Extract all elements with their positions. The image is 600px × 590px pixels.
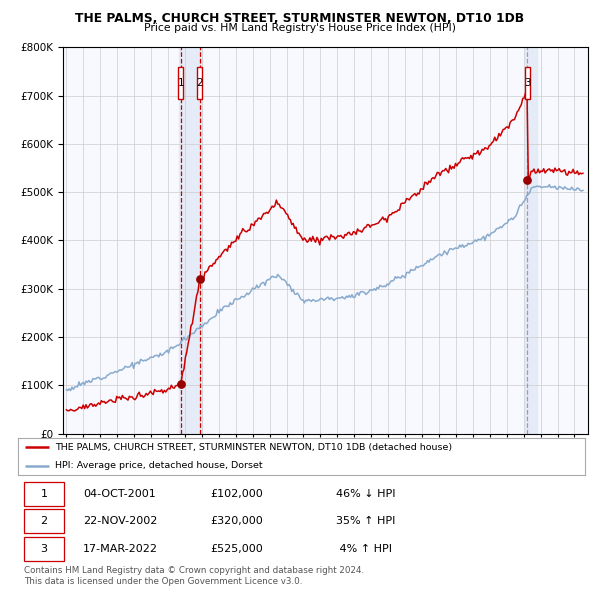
Text: 17-MAR-2022: 17-MAR-2022 [83,544,158,554]
Text: 35% ↑ HPI: 35% ↑ HPI [335,516,395,526]
Text: THE PALMS, CHURCH STREET, STURMINSTER NEWTON, DT10 1DB (detached house): THE PALMS, CHURCH STREET, STURMINSTER NE… [55,442,452,451]
Text: 4% ↑ HPI: 4% ↑ HPI [335,544,392,554]
FancyBboxPatch shape [178,67,183,99]
Text: 2: 2 [41,516,47,526]
FancyBboxPatch shape [23,509,64,533]
Text: THE PALMS, CHURCH STREET, STURMINSTER NEWTON, DT10 1DB: THE PALMS, CHURCH STREET, STURMINSTER NE… [76,12,524,25]
Text: 1: 1 [41,489,47,499]
Text: HPI: Average price, detached house, Dorset: HPI: Average price, detached house, Dors… [55,461,262,470]
Point [195,274,205,284]
Text: 2: 2 [197,78,203,88]
Text: Price paid vs. HM Land Registry's House Price Index (HPI): Price paid vs. HM Land Registry's House … [144,23,456,33]
Text: 22-NOV-2002: 22-NOV-2002 [83,516,158,526]
Text: £102,000: £102,000 [211,489,263,499]
Text: 46% ↓ HPI: 46% ↓ HPI [335,489,395,499]
FancyBboxPatch shape [23,482,64,506]
Bar [525,47,536,434]
Bar [179,47,202,434]
FancyBboxPatch shape [23,537,64,561]
Text: £525,000: £525,000 [211,544,263,554]
Text: 3: 3 [41,544,47,554]
FancyBboxPatch shape [525,67,530,99]
Text: £320,000: £320,000 [211,516,263,526]
FancyBboxPatch shape [197,67,202,99]
Point [523,175,532,185]
Text: 1: 1 [178,78,184,88]
Text: 3: 3 [524,78,530,88]
Text: 04-OCT-2001: 04-OCT-2001 [83,489,156,499]
Point [176,379,185,389]
Text: Contains HM Land Registry data © Crown copyright and database right 2024.
This d: Contains HM Land Registry data © Crown c… [24,566,364,586]
